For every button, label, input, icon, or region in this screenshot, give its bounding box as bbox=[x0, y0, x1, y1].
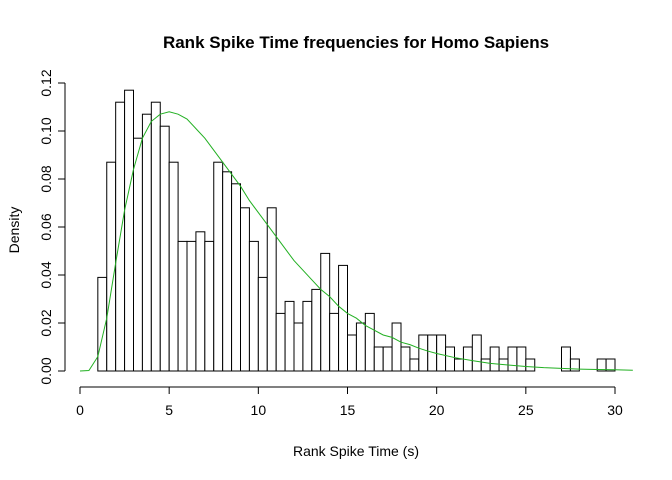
histogram-bar bbox=[561, 346, 571, 372]
histogram-bar bbox=[177, 240, 188, 372]
y-tick-label: 0.10 bbox=[38, 117, 54, 144]
histogram-bar bbox=[186, 240, 197, 372]
histogram-bar bbox=[373, 346, 384, 372]
x-tick-label: 5 bbox=[165, 402, 173, 418]
histogram-bar bbox=[311, 288, 322, 372]
density-curve bbox=[79, 111, 633, 372]
x-tick-label: 15 bbox=[340, 402, 356, 418]
histogram-bar bbox=[266, 207, 277, 372]
histogram-bar bbox=[516, 346, 527, 372]
histogram-bar bbox=[355, 322, 366, 372]
histogram-bar bbox=[275, 312, 286, 372]
histogram-bar bbox=[168, 161, 179, 372]
histogram-bar bbox=[124, 89, 135, 372]
histogram-bar bbox=[195, 231, 206, 372]
histogram-bar bbox=[284, 300, 295, 372]
histogram-bar bbox=[293, 322, 304, 372]
x-axis-label: Rank Spike Time (s) bbox=[293, 443, 419, 459]
histogram-bar bbox=[248, 240, 259, 372]
chart-title: Rank Spike Time frequencies for Homo Sap… bbox=[163, 33, 549, 52]
histogram-bar bbox=[409, 358, 420, 372]
histogram-bar bbox=[400, 346, 411, 372]
histogram-bar bbox=[222, 171, 233, 372]
histogram-bar bbox=[150, 101, 161, 372]
x-tick-label: 0 bbox=[76, 402, 84, 418]
histogram-bar bbox=[213, 161, 224, 372]
x-tick-label: 20 bbox=[429, 402, 445, 418]
histogram-bar bbox=[338, 264, 348, 372]
histogram-bar bbox=[257, 276, 268, 372]
y-axis-label: Density bbox=[6, 207, 22, 254]
histogram-bar bbox=[302, 300, 313, 372]
histogram-bar bbox=[525, 358, 536, 372]
histogram-bar bbox=[454, 358, 464, 372]
y-tick-label: 0.06 bbox=[38, 213, 54, 240]
y-tick-label: 0.08 bbox=[38, 165, 54, 192]
histogram-bar bbox=[364, 312, 375, 372]
x-tick-label: 10 bbox=[251, 402, 267, 418]
y-tick-label: 0.02 bbox=[38, 309, 54, 336]
histogram-bar bbox=[240, 207, 250, 372]
histogram-bar bbox=[320, 252, 331, 372]
x-axis: 0 5 10 15 20 25 30 bbox=[76, 386, 623, 418]
histogram-bar bbox=[569, 358, 580, 372]
histogram-bar bbox=[391, 322, 402, 372]
histogram-bar bbox=[204, 240, 215, 372]
histogram-bar bbox=[133, 137, 143, 372]
histogram-bar bbox=[159, 125, 170, 372]
histogram-bar bbox=[480, 358, 491, 372]
histogram-bar bbox=[605, 358, 616, 372]
y-tick-label: 0.04 bbox=[38, 261, 54, 288]
x-tick-label: 25 bbox=[518, 402, 534, 418]
y-tick-label: 0.00 bbox=[38, 357, 54, 384]
histogram-bar bbox=[329, 312, 340, 372]
histogram-bar bbox=[141, 113, 152, 372]
histogram-bar bbox=[471, 334, 482, 372]
histogram-bar bbox=[418, 334, 429, 372]
histogram-bar bbox=[382, 346, 393, 372]
histogram-bar bbox=[347, 334, 357, 372]
density-curve-layer bbox=[79, 111, 633, 372]
histogram-bar bbox=[445, 346, 455, 372]
y-tick-label: 0.12 bbox=[38, 69, 54, 96]
histogram-bars bbox=[97, 89, 616, 372]
histogram-bar bbox=[106, 161, 117, 372]
histogram-bar bbox=[231, 183, 242, 372]
histogram-bar bbox=[436, 334, 447, 372]
x-tick-label: 30 bbox=[607, 402, 623, 418]
histogram-bar bbox=[489, 346, 500, 372]
histogram-bar bbox=[507, 346, 518, 372]
y-axis: 0.00 0.02 0.04 0.06 0.08 0.10 0.12 bbox=[38, 69, 66, 385]
